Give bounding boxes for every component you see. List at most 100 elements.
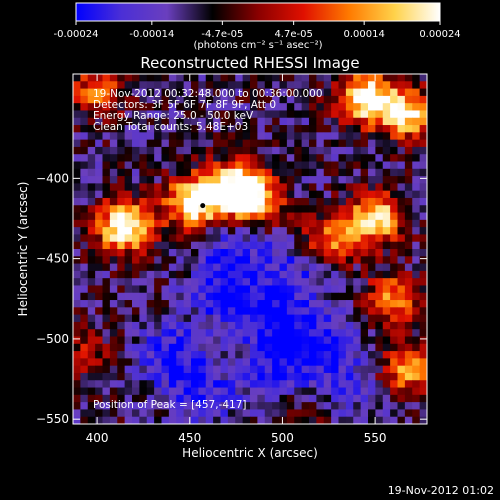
heatmap-cell <box>264 336 273 345</box>
heatmap-cell <box>286 154 295 162</box>
heatmap-cell <box>191 380 199 388</box>
heatmap-cell <box>419 219 428 228</box>
heatmap-cell <box>191 103 199 111</box>
heatmap-cell <box>264 81 273 89</box>
heatmap-cell <box>95 95 103 104</box>
heatmap-cell <box>353 146 362 155</box>
y-axis-label: Heliocentric Y (arcsec) <box>16 182 30 317</box>
heatmap-cell <box>360 168 369 177</box>
heatmap-cell <box>139 292 148 301</box>
heatmap-cell <box>183 358 192 367</box>
heatmap-cell <box>132 219 140 228</box>
heatmap-cell <box>95 219 103 228</box>
heatmap-cell <box>146 176 155 184</box>
heatmap-cell <box>390 125 398 133</box>
heatmap-cell <box>87 103 96 111</box>
heatmap-cell <box>213 321 221 330</box>
heatmap-cell <box>404 212 413 221</box>
heatmap-cell <box>132 234 140 243</box>
heatmap-cell <box>139 358 148 367</box>
heatmap-cell <box>345 409 354 418</box>
heatmap-cell <box>95 314 103 323</box>
heatmap-cell <box>286 125 295 133</box>
heatmap-cell <box>102 234 111 243</box>
heatmap-cell <box>345 197 354 206</box>
heatmap-cell <box>95 197 103 206</box>
heatmap-cell <box>412 270 421 279</box>
heatmap-cell <box>250 343 258 352</box>
heatmap-cell <box>279 292 288 301</box>
heatmap-cell <box>286 329 295 337</box>
heatmap-cell <box>250 74 258 82</box>
heatmap-cell <box>375 358 384 367</box>
heatmap-cell <box>257 300 266 308</box>
heatmap-cell <box>205 270 214 279</box>
heatmap-cell <box>154 74 162 82</box>
heatmap-cell <box>264 205 273 213</box>
heatmap-cell <box>242 416 251 425</box>
heatmap-cell <box>161 387 170 396</box>
heatmap-cell <box>176 197 185 206</box>
heatmap-cell <box>227 81 236 89</box>
heatmap-cell <box>338 387 347 396</box>
heatmap-cell <box>382 110 391 119</box>
heatmap-cell <box>338 190 347 199</box>
heatmap-cell <box>213 241 221 250</box>
heatmap-cell <box>168 103 177 111</box>
heatmap-cell <box>264 125 273 133</box>
heatmap-cell <box>139 212 148 221</box>
heatmap-cell <box>213 74 221 82</box>
heatmap-cell <box>301 351 310 359</box>
heatmap-cell <box>191 256 199 264</box>
heatmap-cell <box>412 212 421 221</box>
heatmap-cell <box>345 336 354 345</box>
heatmap-cell <box>205 402 214 410</box>
heatmap-cell <box>124 110 133 119</box>
heatmap-cell <box>353 183 362 192</box>
heatmap-cell <box>397 241 406 250</box>
heatmap-cell <box>338 81 347 89</box>
heatmap-cell <box>309 176 317 184</box>
heatmap-cell <box>176 387 185 396</box>
heatmap-cell <box>132 358 140 367</box>
heatmap-cell <box>419 256 428 264</box>
heatmap-cell <box>404 139 413 148</box>
heatmap-cell <box>198 219 207 228</box>
heatmap-cell <box>382 372 391 381</box>
heatmap-cell <box>139 176 148 184</box>
heatmap-cell <box>73 103 81 111</box>
heatmap-cell <box>309 394 317 403</box>
heatmap-cell <box>205 300 214 308</box>
heatmap-cell <box>87 292 96 301</box>
heatmap-cell <box>73 139 81 148</box>
heatmap-cell <box>80 365 89 374</box>
heatmap-cell <box>331 343 339 352</box>
heatmap-cell <box>87 394 96 403</box>
heatmap-cell <box>139 241 148 250</box>
heatmap-cell <box>124 387 133 396</box>
heatmap-cell <box>132 365 140 374</box>
heatmap-cell <box>227 416 236 425</box>
heatmap-cell <box>176 125 185 133</box>
heatmap-cell <box>102 219 111 228</box>
heatmap-cell <box>102 358 111 367</box>
heatmap-cell <box>220 88 229 97</box>
heatmap-cell <box>80 387 89 396</box>
heatmap-cell <box>316 146 325 155</box>
heatmap-cell <box>139 219 148 228</box>
heatmap-cell <box>419 241 428 250</box>
heatmap-cell <box>87 139 96 148</box>
heatmap-cell <box>272 300 280 308</box>
heatmap-cell <box>146 125 155 133</box>
heatmap-cell <box>191 125 199 133</box>
heatmap-cell <box>404 110 413 119</box>
heatmap-cell <box>191 278 199 286</box>
heatmap-cell <box>191 117 199 126</box>
heatmap-cell <box>227 227 236 235</box>
heatmap-cell <box>117 321 126 330</box>
heatmap-cell <box>146 139 155 148</box>
heatmap-cell <box>272 292 280 301</box>
heatmap-cell <box>139 154 148 162</box>
heatmap-cell <box>154 278 162 286</box>
heatmap-cell <box>198 81 207 89</box>
